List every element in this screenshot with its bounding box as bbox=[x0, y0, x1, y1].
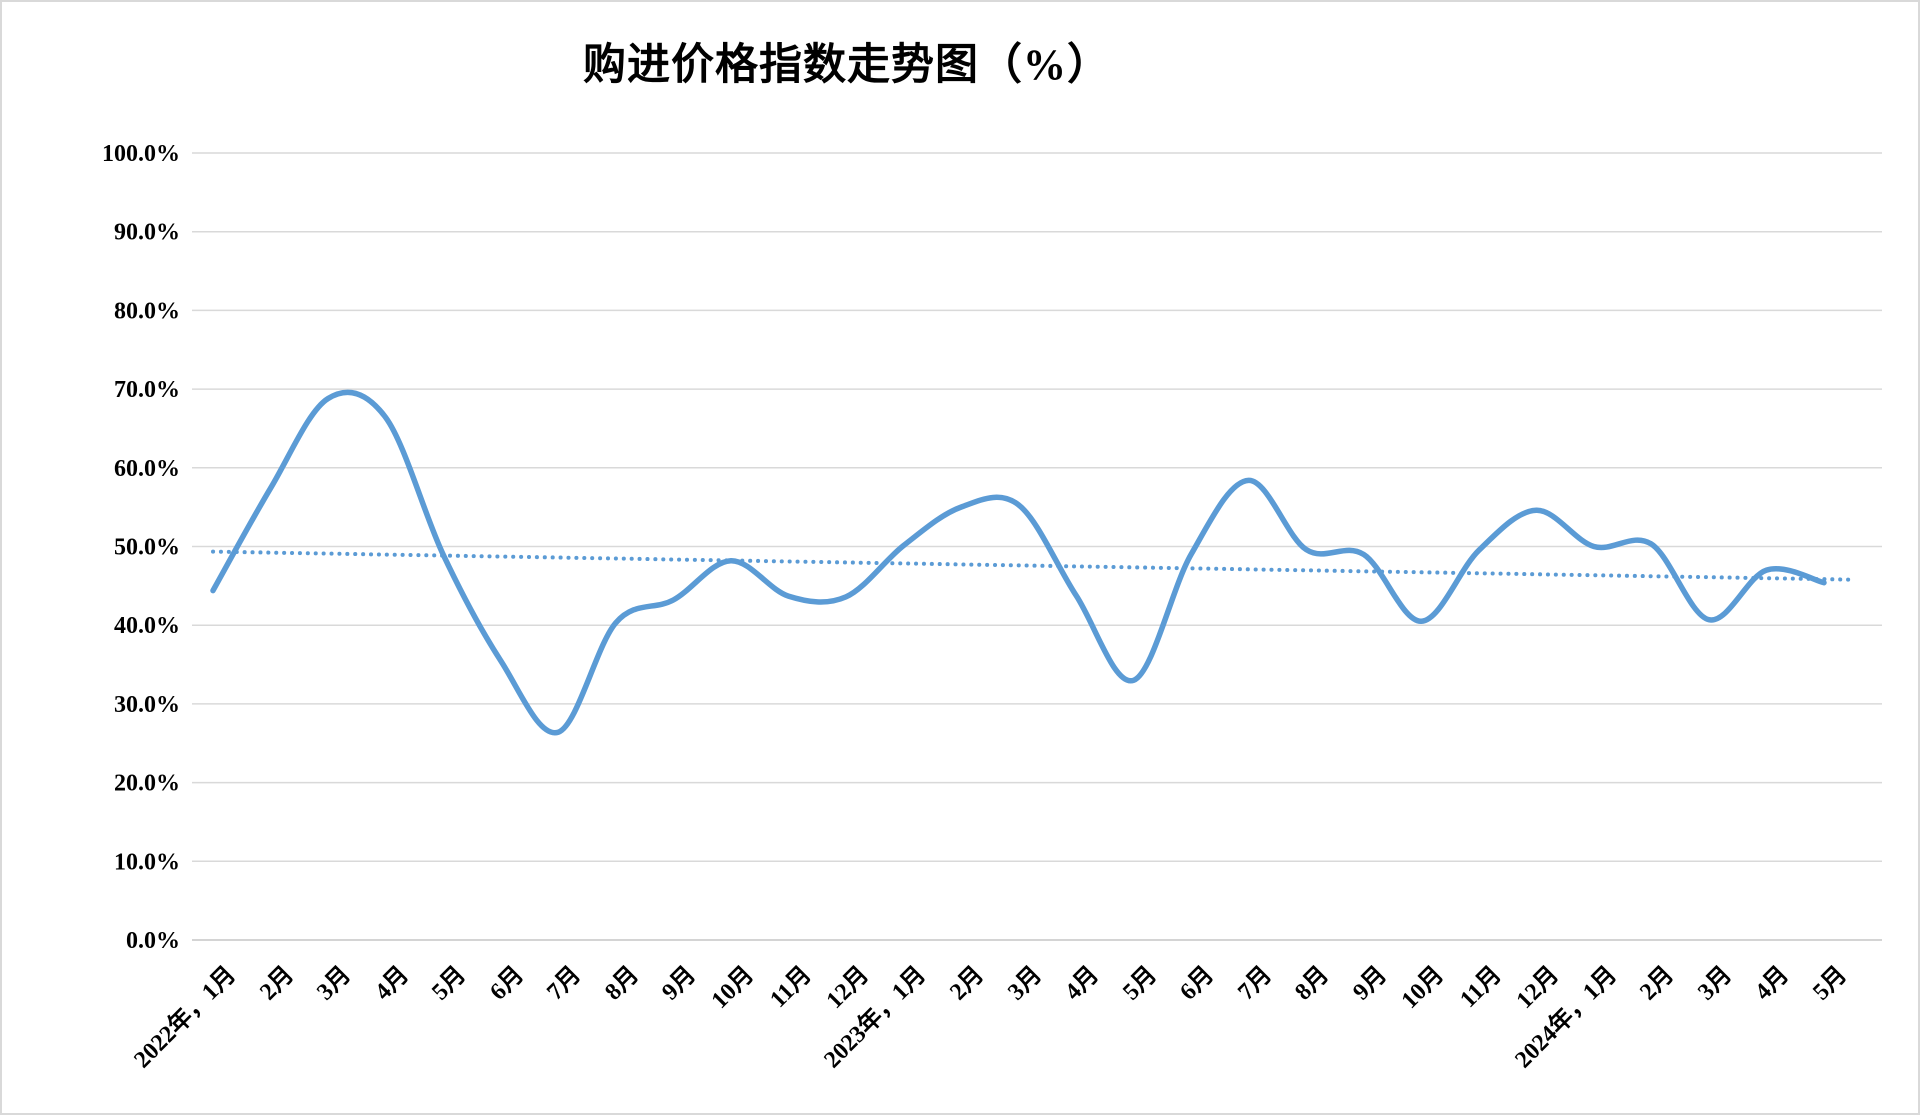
y-axis-label: 50.0% bbox=[114, 535, 180, 561]
y-axis-label: 20.0% bbox=[114, 771, 180, 797]
trendline-dotted bbox=[211, 549, 1854, 582]
series-line bbox=[210, 389, 1827, 736]
y-axis-label: 30.0% bbox=[114, 692, 180, 718]
chart-title: 购进价格指数走势图（%） bbox=[583, 42, 1111, 89]
y-axis-label: 70.0% bbox=[114, 377, 180, 403]
y-axis-label: 10.0% bbox=[114, 849, 180, 875]
y-axis-label: 40.0% bbox=[114, 613, 180, 639]
y-axis-label: 90.0% bbox=[114, 220, 180, 246]
y-axis-label: 0.0% bbox=[126, 928, 180, 954]
y-axis-label: 100.0% bbox=[102, 141, 180, 167]
y-axis-label: 60.0% bbox=[114, 456, 180, 482]
y-axis-label: 80.0% bbox=[114, 298, 180, 324]
